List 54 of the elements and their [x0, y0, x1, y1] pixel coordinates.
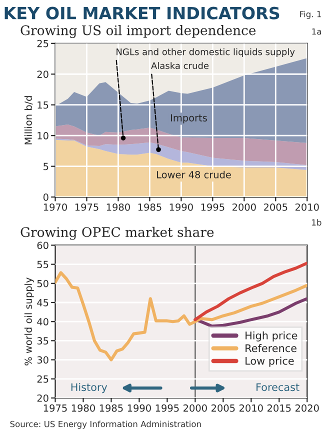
y-tick-label: 25: [37, 40, 48, 48]
x-tick-label: 1975: [44, 404, 67, 412]
text: 1b: [312, 219, 322, 226]
y-tick-label: 45: [37, 299, 48, 306]
x-tick-label: 2000: [184, 404, 207, 412]
chart-title: Growing US oil import dependence: [20, 25, 256, 38]
y-tick-label: 35: [37, 337, 48, 345]
source-note: Source: US Energy Information Administration: [10, 420, 201, 429]
x-tick-label: 1995: [201, 203, 224, 211]
annotation: History: [71, 383, 108, 394]
text: KEY OIL MARKET INDICATORS: [4, 6, 280, 20]
x-tick-label: 2010: [295, 203, 319, 211]
y-tick-label: 50: [37, 280, 48, 288]
text: 1a: [312, 28, 321, 35]
annotation: Forecast: [256, 383, 300, 392]
legend-label: Reference: [246, 344, 296, 352]
y-tick-label: 40: [37, 318, 48, 326]
line-series: [194, 297, 308, 328]
y-axis-title: % world oil supply: [24, 278, 34, 366]
y-tick-label: 10: [38, 132, 48, 140]
y-tick-label: 15: [38, 101, 48, 109]
y-tick-label: 0: [43, 194, 48, 201]
y-tick-label: 30: [37, 356, 48, 364]
text: Alaska crude: [151, 62, 209, 70]
y-tick-label: 20: [37, 394, 48, 402]
y-tick-label: 5: [44, 162, 48, 170]
x-tick-label: 1980: [106, 203, 130, 211]
x-tick-label: 2020: [295, 404, 319, 412]
series-label: Lower 48 crude: [157, 170, 231, 178]
x-tick-label: 2005: [264, 203, 288, 211]
line-series: [194, 262, 308, 322]
x-tick-label: 1985: [100, 404, 123, 412]
x-tick-label: 2000: [232, 203, 256, 211]
x-tick-label: 2005: [212, 404, 235, 412]
legend-label: High price: [246, 331, 298, 342]
y-tick-label: 60: [37, 242, 48, 250]
x-tick-label: 1990: [128, 404, 151, 412]
y-tick-label: 55: [37, 260, 48, 268]
x-tick-label: 1985: [138, 203, 162, 211]
chart-title: Growing OPEC market share: [20, 226, 214, 240]
y-tick-label: 20: [37, 70, 48, 78]
x-tick-label: 1990: [170, 203, 193, 211]
text: NGLs and other domestic liquids supply: [116, 48, 295, 57]
x-tick-label: 2015: [267, 404, 291, 412]
y-tick-label: 25: [37, 375, 48, 383]
x-tick-label: 1995: [156, 404, 179, 412]
caption: Fig. 1: [300, 10, 321, 19]
series-label: Imports: [171, 114, 207, 124]
x-tick-label: 2010: [239, 404, 263, 412]
x-tick-label: 1975: [75, 203, 98, 211]
x-tick-label: 1980: [72, 404, 95, 412]
x-tick-label: 1970: [44, 203, 67, 211]
legend-label: Low price: [246, 356, 294, 367]
y-axis-title: Million b/d: [24, 96, 33, 144]
